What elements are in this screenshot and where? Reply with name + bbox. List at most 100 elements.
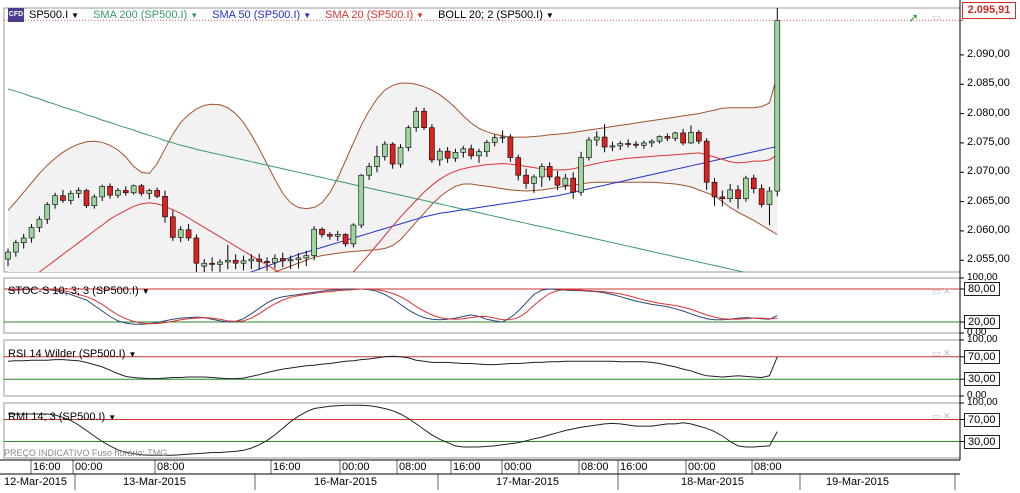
legend-sma200[interactable]: SMA 200 (SP500.I) ▼ <box>93 9 198 21</box>
legend-boll[interactable]: BOLL 20; 2 (SP500.I) ▼ <box>438 9 554 21</box>
caret-down-icon[interactable]: ▼ <box>190 10 199 20</box>
caret-down-icon[interactable]: ▼ <box>108 413 117 422</box>
y-tick-label: 2.060,00 <box>967 223 1010 236</box>
candle <box>232 254 239 270</box>
candle-body <box>578 157 584 193</box>
panel-label-rmi[interactable]: RMI 14; 3 (SP500.I) ▼ <box>8 411 116 423</box>
panel-label-stoch[interactable]: STOC-S 10; 3; 3 (SP500.I) ▼ <box>8 285 150 297</box>
candle-body <box>20 237 27 243</box>
candle <box>295 253 302 269</box>
candle <box>75 187 82 199</box>
candle <box>617 141 624 150</box>
caret-down-icon[interactable]: ▼ <box>71 10 80 20</box>
candle-body <box>36 218 43 228</box>
x-date-label: 18-Mar-2015 <box>681 476 744 488</box>
caret-down-icon[interactable]: ▼ <box>545 10 554 20</box>
candle-body <box>209 262 215 265</box>
candle-body <box>91 196 98 207</box>
candle <box>185 223 192 241</box>
candle-body <box>538 166 545 178</box>
candle-body <box>515 157 522 176</box>
candle <box>225 245 231 270</box>
candle-body <box>115 190 121 196</box>
caret-down-icon[interactable]: ▼ <box>416 10 425 20</box>
window-icon[interactable]: ▭ <box>932 348 944 358</box>
level-value-label: 70,00 <box>964 412 1000 427</box>
legend-sma50[interactable]: SMA 50 (SP500.I) ▼ <box>212 9 311 21</box>
caret-down-icon[interactable]: ▼ <box>141 287 150 296</box>
candle-body <box>735 189 741 199</box>
candle-body <box>436 150 443 161</box>
candle <box>680 128 686 146</box>
caret-down-icon[interactable]: ▼ <box>128 350 137 359</box>
candle <box>68 190 74 205</box>
candle-body <box>389 143 396 165</box>
candle <box>546 162 553 181</box>
candle <box>389 142 396 169</box>
x-date-label: 19-Mar-2015 <box>826 476 889 488</box>
candle-body <box>366 166 372 176</box>
candle <box>327 232 333 240</box>
legend-instrument-label: SP500.I <box>29 9 69 21</box>
candle-body <box>311 228 317 256</box>
candle-body <box>625 143 631 145</box>
candle <box>311 226 317 261</box>
close-icon[interactable]: ✕ <box>943 286 951 296</box>
window-icon[interactable]: ▭ <box>932 12 941 22</box>
level-value-label: 20,00 <box>964 315 1000 329</box>
candle-body <box>83 190 90 207</box>
candle-body <box>711 181 718 198</box>
candle <box>397 144 404 168</box>
legend-boll-label: BOLL 20; 2 (SP500.I) <box>438 9 543 21</box>
candle-body <box>334 234 341 237</box>
candle <box>122 186 129 196</box>
candle <box>436 148 443 166</box>
candle <box>381 141 388 161</box>
candle <box>107 183 113 199</box>
candle <box>664 133 671 142</box>
y-tick-label: 2.075,00 <box>967 135 1010 148</box>
candle-body <box>460 148 467 153</box>
candle <box>52 192 58 209</box>
panel-label-rsi[interactable]: RSI 14 Wilder (SP500.I) ▼ <box>8 348 136 360</box>
candle <box>507 134 514 162</box>
candle <box>256 253 263 270</box>
candle-body <box>601 136 608 148</box>
candle-body <box>648 140 655 144</box>
window-icon[interactable]: ▭ <box>932 411 944 421</box>
close-icon[interactable]: ✕ <box>943 411 951 421</box>
candle <box>146 188 153 200</box>
legend-sma50-label: SMA 50 (SP500.I) <box>212 9 301 21</box>
candle-body <box>680 132 686 144</box>
candle-body <box>562 177 569 186</box>
candle <box>484 140 490 158</box>
candle <box>554 171 561 190</box>
candle-body <box>656 136 663 142</box>
caret-down-icon[interactable]: ▼ <box>303 10 312 20</box>
candle-body <box>52 195 58 205</box>
candle-body <box>13 242 19 253</box>
candle-body <box>99 186 105 198</box>
candle-body <box>719 196 726 199</box>
candle-body <box>468 148 474 157</box>
candle <box>91 194 98 209</box>
candle <box>444 147 451 163</box>
level-value-label: 80,00 <box>964 282 1000 296</box>
legend-sma20[interactable]: SMA 20 (SP500.I) ▼ <box>325 9 424 21</box>
trend-up-arrow-icon[interactable]: ➚ <box>908 10 919 25</box>
stoch-title: STOC-S 10; 3; 3 (SP500.I) <box>8 285 139 297</box>
candle-body <box>225 259 231 263</box>
candles <box>5 8 781 272</box>
candle-body <box>774 20 781 192</box>
candle <box>248 254 255 270</box>
rsi-title: RSI 14 Wilder (SP500.I) <box>8 348 126 360</box>
candle-body <box>342 234 349 245</box>
legend-instrument[interactable]: CFD SP500.I ▼ <box>8 8 79 22</box>
x-time-label: 08:00 <box>399 461 427 473</box>
candle <box>177 226 184 243</box>
y-tick-label: 0,00 <box>967 327 987 338</box>
window-icon[interactable]: ▭ <box>932 286 944 296</box>
close-icon[interactable]: ✕ <box>943 348 951 358</box>
candle <box>44 202 51 224</box>
